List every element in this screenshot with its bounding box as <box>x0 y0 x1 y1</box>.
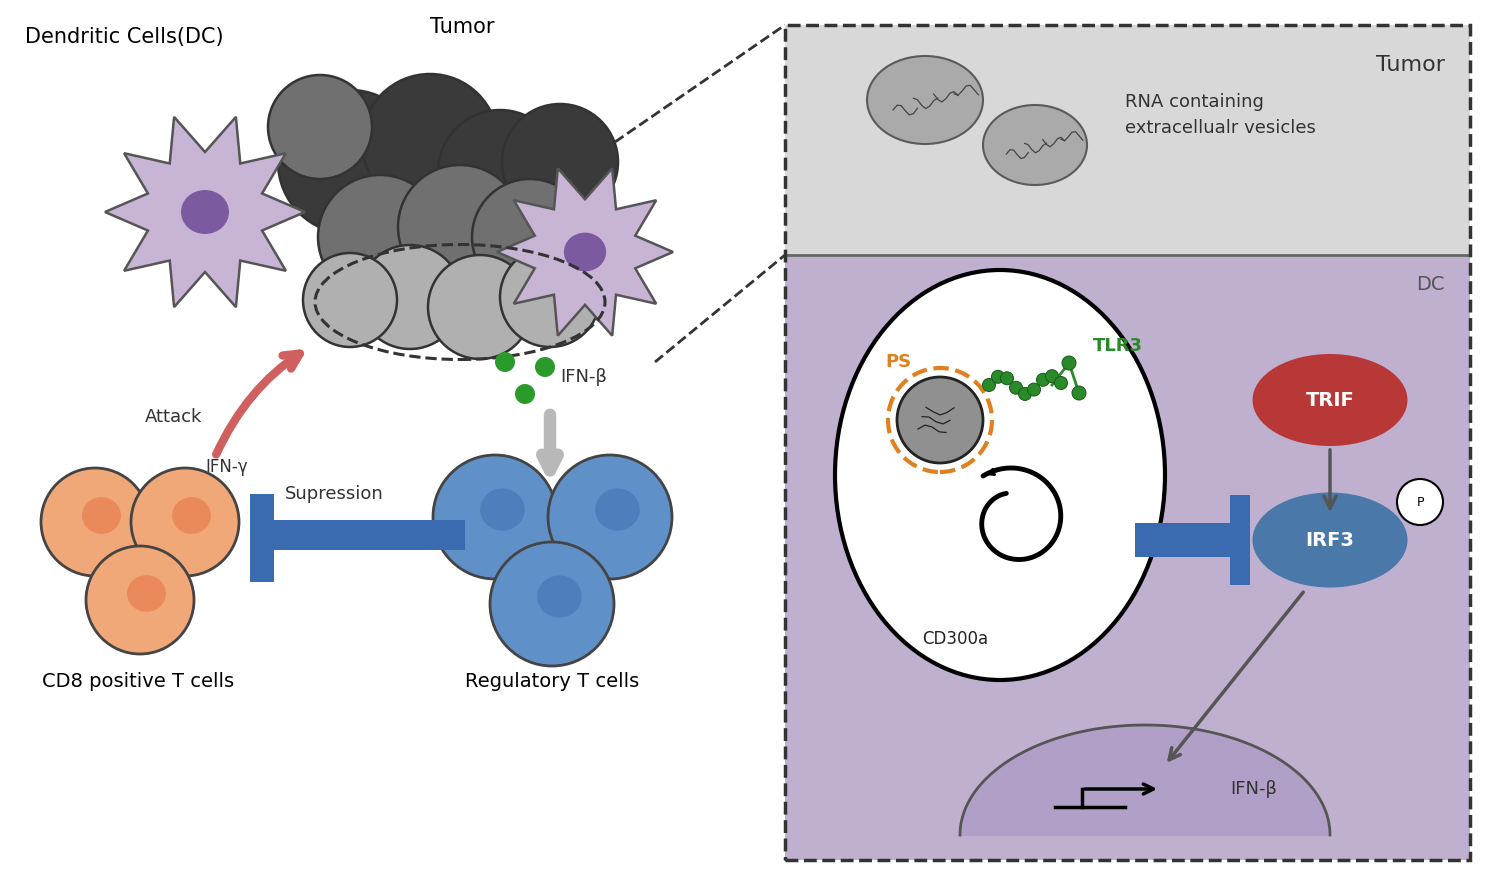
Circle shape <box>86 546 194 654</box>
Text: CD300a: CD300a <box>922 630 988 648</box>
Circle shape <box>358 245 462 349</box>
Circle shape <box>268 75 372 179</box>
Circle shape <box>1010 381 1023 394</box>
Text: RNA containing
extracellualr vesicles: RNA containing extracellualr vesicles <box>1125 92 1316 137</box>
Circle shape <box>495 352 514 372</box>
Text: TLR3: TLR3 <box>1094 337 1143 355</box>
Circle shape <box>398 165 522 289</box>
Ellipse shape <box>537 576 582 617</box>
Circle shape <box>433 455 556 579</box>
Circle shape <box>1054 377 1068 390</box>
Text: Attack: Attack <box>146 408 202 426</box>
Circle shape <box>500 247 600 347</box>
Circle shape <box>130 468 238 576</box>
Ellipse shape <box>1252 493 1407 588</box>
Circle shape <box>362 74 498 210</box>
Ellipse shape <box>82 497 122 534</box>
Circle shape <box>1036 373 1050 386</box>
Polygon shape <box>960 725 1330 835</box>
Text: IFN-β: IFN-β <box>1230 780 1276 798</box>
Bar <box>1230 495 1250 585</box>
Bar <box>251 494 274 582</box>
Text: CD8 positive T cells: CD8 positive T cells <box>42 672 234 691</box>
Bar <box>251 520 465 550</box>
Circle shape <box>982 378 996 392</box>
Text: P: P <box>1416 495 1424 508</box>
Circle shape <box>536 357 555 377</box>
Ellipse shape <box>480 488 525 531</box>
Circle shape <box>992 371 1005 384</box>
Circle shape <box>472 179 588 295</box>
Ellipse shape <box>172 497 211 534</box>
Circle shape <box>490 542 614 666</box>
Circle shape <box>40 468 148 576</box>
Text: Regulatory T cells: Regulatory T cells <box>465 672 639 691</box>
Circle shape <box>303 253 398 347</box>
Ellipse shape <box>867 56 982 144</box>
Polygon shape <box>105 117 304 307</box>
Text: Dendritic Cells(DC): Dendritic Cells(DC) <box>26 27 224 47</box>
Text: PS: PS <box>885 353 910 371</box>
Ellipse shape <box>1252 354 1407 446</box>
Ellipse shape <box>128 576 166 612</box>
Circle shape <box>514 384 535 404</box>
Text: IFN-β: IFN-β <box>560 368 608 386</box>
Text: IRF3: IRF3 <box>1305 530 1354 549</box>
Ellipse shape <box>182 190 230 234</box>
Circle shape <box>1072 386 1086 400</box>
Circle shape <box>1019 387 1032 400</box>
Bar <box>784 25 1470 255</box>
Ellipse shape <box>836 270 1166 680</box>
Circle shape <box>1046 370 1059 383</box>
Circle shape <box>503 104 618 220</box>
Ellipse shape <box>564 233 606 271</box>
Text: Tumor: Tumor <box>430 17 495 37</box>
Text: DC: DC <box>1416 275 1444 294</box>
Circle shape <box>1062 356 1076 370</box>
Ellipse shape <box>982 105 1088 185</box>
Circle shape <box>1396 479 1443 525</box>
Text: TRIF: TRIF <box>1305 391 1354 410</box>
Circle shape <box>427 255 532 359</box>
Text: IFN-γ: IFN-γ <box>206 458 248 476</box>
Polygon shape <box>496 168 674 336</box>
Circle shape <box>278 90 422 234</box>
Ellipse shape <box>596 488 640 531</box>
Circle shape <box>897 377 983 463</box>
Bar <box>784 255 1470 860</box>
Text: Supression: Supression <box>285 485 384 503</box>
Circle shape <box>318 175 442 299</box>
Bar <box>1136 523 1230 557</box>
Text: Tumor: Tumor <box>1376 55 1444 75</box>
Circle shape <box>1000 371 1014 385</box>
Circle shape <box>1028 383 1041 396</box>
Circle shape <box>438 110 562 234</box>
Circle shape <box>548 455 672 579</box>
